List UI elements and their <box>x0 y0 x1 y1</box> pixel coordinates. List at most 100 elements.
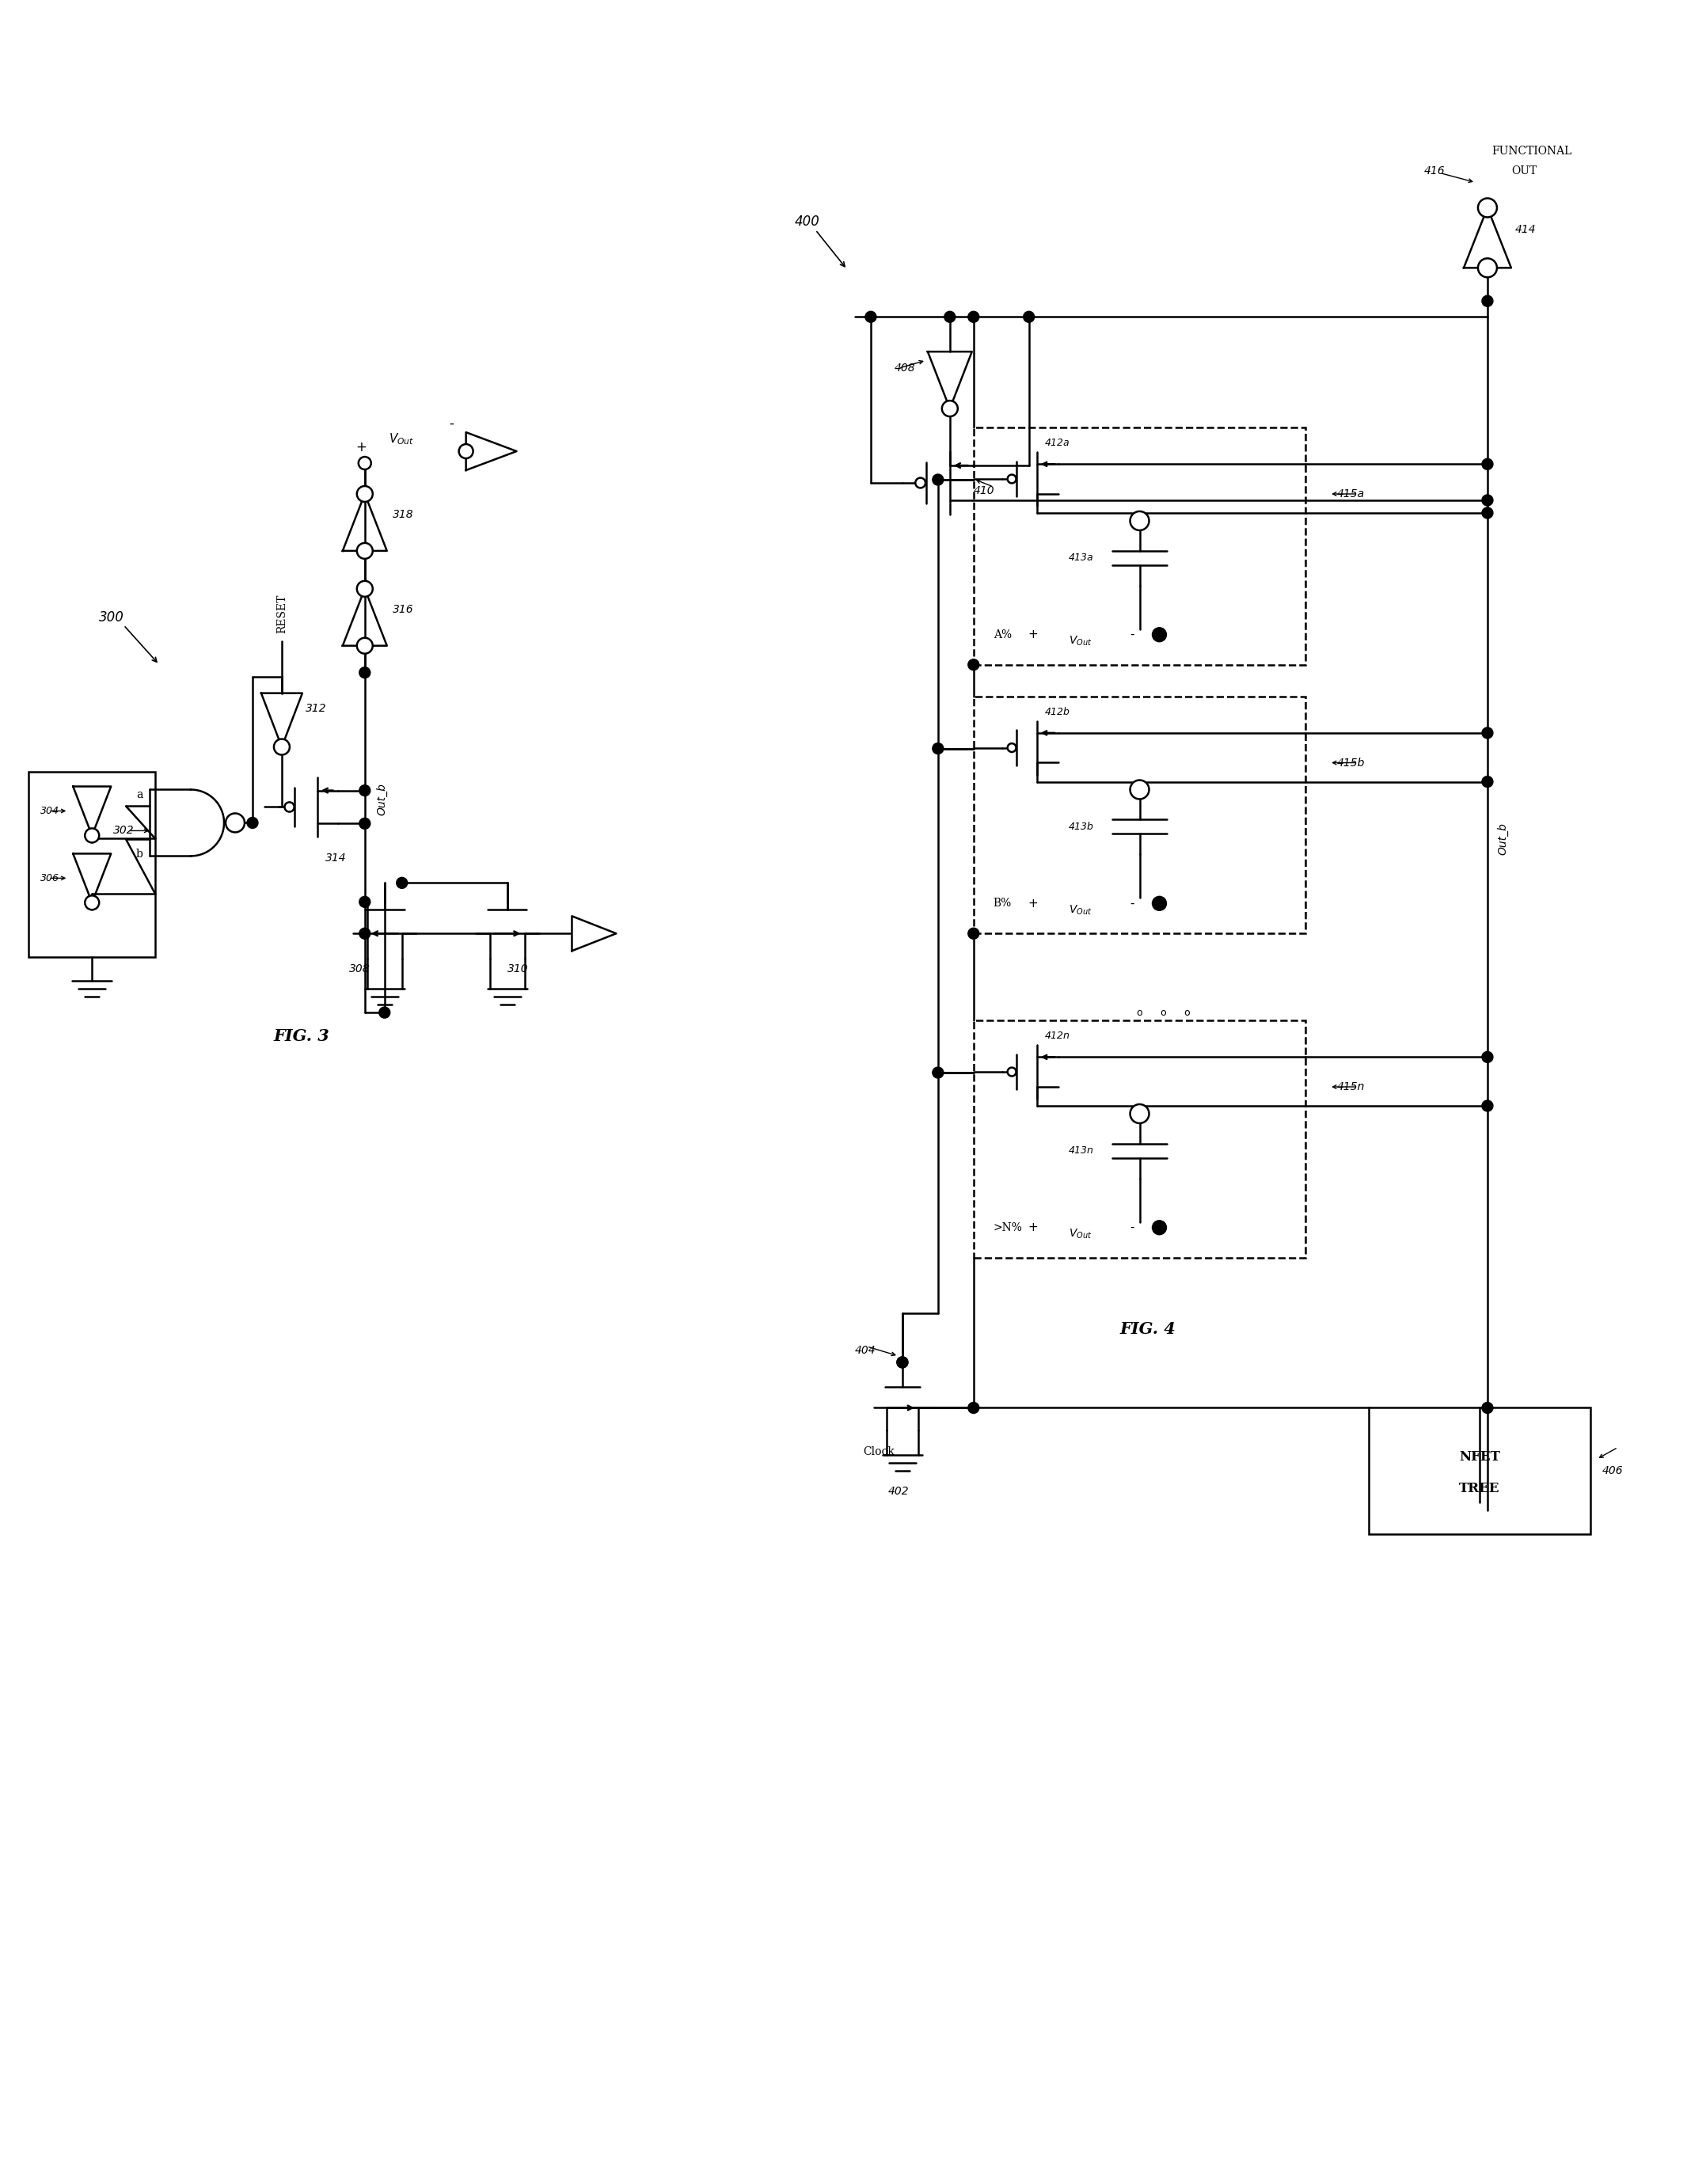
Circle shape <box>1481 1101 1493 1112</box>
Text: 402: 402 <box>887 1485 909 1496</box>
Circle shape <box>459 443 472 459</box>
Circle shape <box>1130 1105 1149 1123</box>
Text: b: b <box>137 850 143 860</box>
Circle shape <box>1481 775 1493 786</box>
Circle shape <box>897 1356 908 1367</box>
Circle shape <box>359 895 371 906</box>
Text: 312: 312 <box>305 703 327 714</box>
Text: Clock: Clock <box>862 1446 894 1457</box>
Circle shape <box>1130 511 1149 531</box>
Circle shape <box>1152 627 1166 642</box>
Text: 413a: 413a <box>1068 553 1093 563</box>
Text: >N%: >N% <box>994 1223 1022 1234</box>
Text: OUT: OUT <box>1512 166 1537 177</box>
Text: -: - <box>1130 1221 1134 1234</box>
Text: -: - <box>449 417 454 430</box>
Text: 415b: 415b <box>1338 758 1365 769</box>
Text: a: a <box>137 791 143 802</box>
Text: 412b: 412b <box>1044 708 1070 716</box>
Text: $V_{Out}$: $V_{Out}$ <box>1068 1227 1091 1241</box>
Circle shape <box>1007 474 1016 483</box>
Text: +: + <box>1027 898 1038 909</box>
Circle shape <box>933 474 943 485</box>
Text: -: - <box>1130 629 1134 640</box>
Circle shape <box>933 743 943 753</box>
Circle shape <box>1481 727 1493 738</box>
Text: RESET: RESET <box>277 594 287 633</box>
Text: +: + <box>1027 1221 1038 1234</box>
Text: 400: 400 <box>795 214 820 229</box>
Circle shape <box>1481 496 1493 507</box>
Circle shape <box>1481 1051 1493 1064</box>
Circle shape <box>358 544 373 559</box>
Circle shape <box>359 666 371 679</box>
Text: 306: 306 <box>40 874 59 882</box>
Circle shape <box>273 738 290 756</box>
Circle shape <box>358 456 371 470</box>
Text: 316: 316 <box>393 603 413 616</box>
Bar <box>1368 1409 1591 1535</box>
Circle shape <box>359 784 371 795</box>
Circle shape <box>1481 459 1493 470</box>
Text: B%: B% <box>994 898 1012 909</box>
Text: 413b: 413b <box>1068 821 1093 832</box>
Text: $V_{Out}$: $V_{Out}$ <box>1068 636 1091 646</box>
Circle shape <box>1024 312 1034 323</box>
Circle shape <box>865 312 876 323</box>
Circle shape <box>916 478 926 487</box>
Text: 416: 416 <box>1424 166 1446 177</box>
Circle shape <box>945 312 955 323</box>
Text: 300: 300 <box>100 609 125 625</box>
Circle shape <box>1130 780 1149 799</box>
Text: 304: 304 <box>40 806 59 817</box>
Text: Out_b: Out_b <box>1496 823 1508 854</box>
Circle shape <box>359 928 371 939</box>
Text: +: + <box>356 441 366 454</box>
Circle shape <box>897 1356 908 1367</box>
Text: TREE: TREE <box>1459 1481 1500 1496</box>
Text: 408: 408 <box>894 363 916 373</box>
Circle shape <box>1007 1068 1016 1077</box>
Circle shape <box>84 828 100 843</box>
Text: 314: 314 <box>326 852 346 865</box>
Text: 412n: 412n <box>1044 1031 1070 1042</box>
Circle shape <box>1478 199 1496 216</box>
Text: 308: 308 <box>349 963 369 974</box>
Circle shape <box>941 400 958 417</box>
Text: A%: A% <box>994 629 1012 640</box>
Text: FUNCTIONAL: FUNCTIONAL <box>1491 146 1572 157</box>
Circle shape <box>1152 895 1166 911</box>
Circle shape <box>968 660 978 670</box>
Bar <box>973 697 1306 933</box>
Circle shape <box>1481 1402 1493 1413</box>
Text: 410: 410 <box>973 485 995 496</box>
Bar <box>29 771 155 957</box>
Text: o: o <box>1184 1007 1189 1018</box>
Text: 413n: 413n <box>1068 1147 1093 1155</box>
Text: 406: 406 <box>1603 1465 1623 1476</box>
Circle shape <box>1481 507 1493 518</box>
Text: 310: 310 <box>508 963 528 974</box>
Text: NFET: NFET <box>1459 1450 1500 1463</box>
Circle shape <box>358 581 373 596</box>
Text: Out_b: Out_b <box>376 782 388 815</box>
Circle shape <box>1007 743 1016 751</box>
Circle shape <box>285 802 294 812</box>
Circle shape <box>396 878 408 889</box>
Circle shape <box>84 895 100 911</box>
Text: $V_{Out}$: $V_{Out}$ <box>1068 904 1091 917</box>
Circle shape <box>246 817 258 828</box>
Text: 318: 318 <box>393 509 413 520</box>
Text: 415a: 415a <box>1338 489 1365 500</box>
Bar <box>973 1020 1306 1258</box>
Text: o: o <box>1161 1007 1166 1018</box>
Circle shape <box>968 1402 978 1413</box>
Circle shape <box>226 812 245 832</box>
Circle shape <box>1478 258 1496 277</box>
Text: 302: 302 <box>113 826 135 836</box>
Text: $V_{Out}$: $V_{Out}$ <box>388 432 413 448</box>
Text: +: + <box>1027 629 1038 640</box>
Text: FIG. 3: FIG. 3 <box>273 1029 329 1044</box>
Bar <box>973 428 1306 664</box>
Circle shape <box>358 487 373 502</box>
